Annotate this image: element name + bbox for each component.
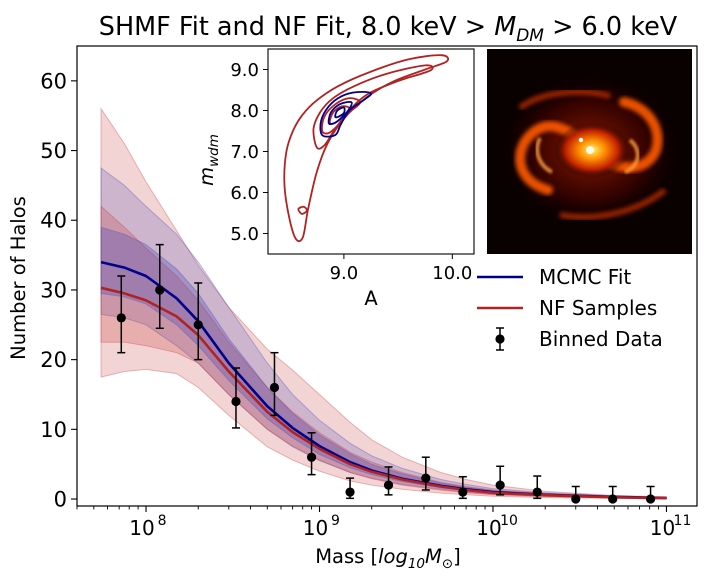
- legend-entry: MCMC Fit: [477, 265, 631, 289]
- legend-label: Binned Data: [539, 327, 663, 351]
- galaxy-image: [487, 49, 692, 254]
- data-marker: [116, 313, 126, 323]
- fit-lines: [100, 260, 667, 500]
- y-axis-ticks: 0 10 20 30 40 50 60: [40, 69, 77, 512]
- data-marker: [645, 494, 656, 504]
- inset-y-tick-label: 8.0: [230, 101, 259, 122]
- data-marker: [193, 320, 203, 330]
- nf-samples-line: [100, 286, 667, 500]
- legend-marker: [495, 334, 505, 344]
- galaxy-spiral-arm: [624, 138, 640, 174]
- x-tick-label: 10: [303, 516, 328, 540]
- data-point: [231, 367, 241, 429]
- data-marker: [306, 452, 317, 462]
- x-tick-label: 10: [476, 516, 501, 540]
- mcmc-contour: [334, 106, 346, 119]
- data-marker: [532, 487, 542, 497]
- binned-data-points: [116, 243, 656, 504]
- x-axis-label: Mass [log10M⊙]: [315, 545, 461, 572]
- main-plot-frame: [76, 45, 698, 507]
- galaxy-star: [578, 137, 584, 143]
- data-point: [345, 477, 355, 500]
- legend: MCMC Fit NF Samples Binned Data: [477, 265, 663, 351]
- galaxy-core: [586, 146, 594, 154]
- nf-contour: [283, 54, 449, 243]
- data-marker: [269, 382, 280, 393]
- data-point: [193, 282, 203, 361]
- x-tick-label: 10: [129, 516, 154, 540]
- data-point: [645, 485, 656, 504]
- nf-contour: [297, 205, 308, 215]
- data-marker: [231, 396, 241, 407]
- data-point: [116, 275, 126, 354]
- inset-x-tick-label: 9.0: [330, 263, 359, 284]
- y-tick-label: 50: [40, 139, 67, 163]
- inset-y-tick-label: 7.0: [230, 142, 259, 163]
- legend-label: NF Samples: [539, 296, 657, 320]
- galaxy-spiral-arm: [559, 187, 667, 220]
- data-point: [458, 475, 468, 500]
- data-marker: [421, 473, 431, 483]
- data-point: [306, 432, 317, 476]
- x-tick-exponent: 9: [331, 513, 340, 529]
- inset-y-tick-label: 5.0: [230, 224, 259, 245]
- data-marker: [571, 494, 581, 504]
- mcmc-band-outer: [100, 167, 667, 500]
- mcmc-band-inner: [100, 226, 667, 499]
- chart-title: SHMF Fit and NF Fit, 8.0 keV > MDM > 6.0…: [99, 12, 678, 46]
- legend-entry: Binned Data: [495, 327, 663, 351]
- data-point: [421, 456, 431, 491]
- data-point: [383, 466, 394, 496]
- inset-contour-plot: 5.0 6.0 7.0 8.0 9.0 9.0 10.0 A mwdm: [195, 48, 475, 310]
- data-point: [532, 475, 542, 500]
- y-tick-label: 20: [40, 348, 67, 372]
- inset-contour-background: [268, 49, 474, 254]
- nf-band-outer: [100, 107, 667, 500]
- inset-y-tick-label: 9.0: [230, 60, 259, 81]
- data-point: [571, 485, 581, 504]
- x-tick-exponent: 11: [674, 513, 692, 529]
- data-point: [608, 485, 618, 504]
- inset-x-axis-ticks: 9.0 10.0: [330, 254, 472, 284]
- posterior-contours: [283, 54, 449, 243]
- mcmc-contour: [327, 101, 353, 125]
- data-point: [495, 465, 505, 496]
- data-marker: [155, 285, 165, 295]
- data-point: [155, 243, 165, 330]
- data-marker: [383, 480, 394, 490]
- data-marker: [345, 487, 355, 497]
- y-tick-label: 30: [40, 278, 67, 302]
- galaxy-spiral-arm: [518, 89, 611, 111]
- mcmc-contour: [319, 90, 373, 138]
- x-tick-exponent: 10: [500, 513, 518, 529]
- y-tick-label: 40: [40, 209, 67, 233]
- data-marker: [495, 480, 505, 490]
- legend-entry: NF Samples: [477, 296, 657, 320]
- data-marker: [608, 494, 618, 504]
- galaxy-spiral-arm: [535, 137, 554, 174]
- inset-x-axis-label: A: [364, 287, 378, 310]
- inset-y-axis-label: mwdm: [195, 134, 222, 186]
- inset-y-tick-label: 6.0: [230, 183, 259, 204]
- y-tick-label: 0: [54, 488, 67, 512]
- legend-label: MCMC Fit: [539, 265, 631, 289]
- inset-x-tick-label: 10.0: [432, 263, 472, 284]
- x-tick-exponent: 8: [158, 513, 167, 529]
- y-axis-label: Number of Halos: [7, 196, 30, 360]
- y-tick-label: 10: [40, 418, 67, 442]
- data-marker: [458, 487, 468, 497]
- inset-y-axis-ticks: 5.0 6.0 7.0 8.0 9.0: [230, 60, 268, 245]
- x-tick-label: 10: [650, 516, 675, 540]
- y-tick-label: 60: [40, 69, 67, 93]
- data-point: [269, 351, 280, 417]
